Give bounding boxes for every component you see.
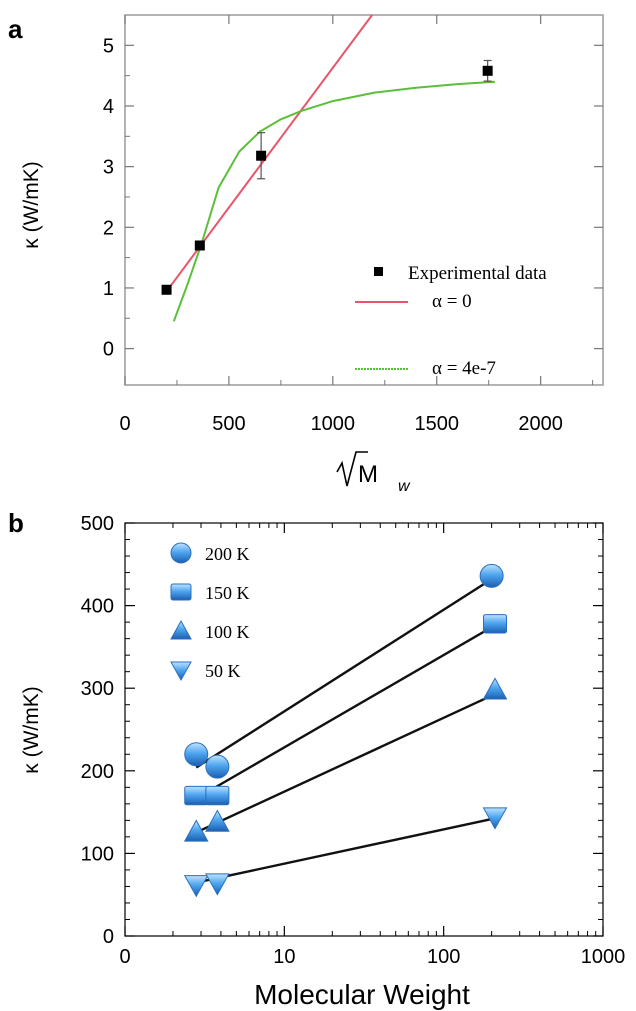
panel-b-y-tick-labels: 0 100 200 300 400 500 [81,513,114,948]
panel-b-label: b [8,508,24,538]
legend-label-200-k: 200 K [205,544,250,564]
legend-label-alpha-0: α = 0 [432,291,472,312]
marker-100-k [482,677,508,700]
marker-100-k [183,819,209,842]
y-tick-label-a: 5 [103,35,114,57]
panel-a-ticks [124,15,603,385]
chart-panel-a: a 0 1 2 3 4 5 0 500 1000 1500 2000 κ (W/mK) M w E… [8,14,604,495]
fit-line-200-k [195,578,493,769]
fit-line-100-k [193,693,494,835]
series-line--0 [164,14,373,294]
x-tick-label-b: 0 [119,946,130,968]
marker-200-k [184,742,209,767]
legend-label-150-k: 150 K [205,583,250,603]
panel-a-label: a [8,14,23,44]
panel-b-ticks [124,522,604,937]
y-tick-label-b: 500 [81,513,114,535]
legend-marker-50-k [170,661,192,682]
x-tick-label-b: 10 [273,946,295,968]
marker-150-k [205,785,230,806]
legend-marker-150-k [170,583,192,601]
panel-b-markers [183,563,508,898]
series-line--4e-7 [172,80,495,322]
fit-line-150-k [209,625,494,792]
x-tick-label-a: 1000 [311,413,356,435]
y-tick-label-b: 200 [81,761,114,783]
marker-50-k [205,873,230,896]
fit-line-50-k [193,817,494,885]
legend-marker-200-k [170,542,192,564]
legend-label-experimental: Experimental data [408,263,547,284]
legend-label-50-k: 50 K [205,661,241,681]
data-point-experimental [482,65,493,76]
panel-a-plot-frame [124,14,604,386]
chart-panel-b: b 0 100 200 300 400 500 0 10 100 1000 κ (W/mK) M… [8,508,625,1010]
panel-b-legend: 200 K 150 K 100 K 50 K [170,542,250,682]
panel-a-x-axis-label: M w [336,451,411,495]
legend-marker-100-k [170,619,192,640]
sqrt-symbol [336,451,368,487]
panel-a-x-label-subscript: w [398,478,411,495]
legend-marker-experimental [374,267,383,276]
marker-200-k [205,754,230,779]
x-tick-label-a: 2000 [518,413,563,435]
y-tick-label-a: 4 [103,96,114,118]
x-tick-label-b: 100 [427,946,460,968]
marker-50-k [183,875,209,898]
legend-label-100-k: 100 K [205,622,250,642]
panel-b-x-tick-labels: 0 10 100 1000 [119,946,625,968]
panel-a-series [161,14,495,322]
panel-a-y-axis-label: κ (W/mK) [20,161,43,248]
y-tick-label-b: 400 [81,596,114,618]
panel-a-legend: Experimental data α = 0 α = 4e-7 [355,263,547,379]
marker-150-k [184,785,209,806]
y-tick-label-b: 100 [81,843,114,865]
panel-a-x-tick-labels: 0 500 1000 1500 2000 [119,413,562,435]
y-tick-label-b: 300 [81,678,114,700]
x-tick-label-b: 1000 [581,946,626,968]
panel-b-y-axis-label: κ (W/mK) [20,686,43,773]
y-tick-label-b: 0 [103,926,114,948]
y-tick-label-a: 2 [103,217,114,239]
panel-a-y-tick-labels: 0 1 2 3 4 5 [103,35,114,360]
x-tick-label-a: 1500 [414,413,459,435]
y-tick-label-a: 3 [103,157,114,179]
y-tick-label-a: 0 [103,339,114,361]
marker-200-k [479,563,504,588]
y-tick-label-a: 1 [103,278,114,300]
marker-100-k [205,809,230,832]
panel-b-plot-frame [124,522,604,937]
legend-label-alpha-4e-7: α = 4e-7 [432,358,496,379]
marker-50-k [482,807,508,830]
x-tick-label-a: 500 [212,413,245,435]
data-point-experimental [256,150,267,161]
data-point-experimental [194,240,205,251]
panel-a-x-label-main: M [358,461,378,488]
x-tick-label-a: 0 [119,413,130,435]
marker-150-k [483,614,508,634]
data-point-experimental [161,284,172,295]
panel-b-fit-lines [193,578,494,885]
panel-b-x-axis-label: Molecular Weight [254,979,470,1010]
